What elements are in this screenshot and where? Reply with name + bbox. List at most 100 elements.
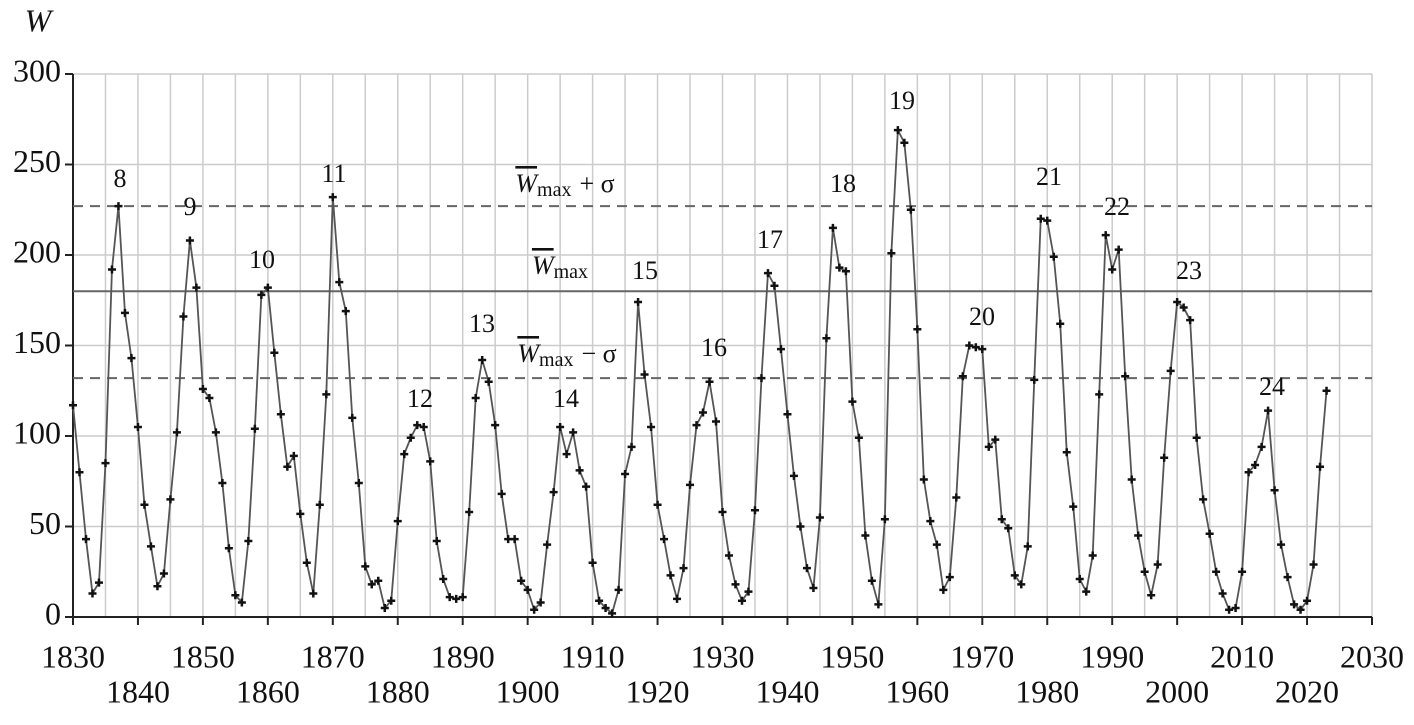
data-point [971,343,980,352]
data-point [315,500,324,509]
data-point [322,390,331,399]
data-point [393,517,402,526]
data-point [101,459,110,468]
data-point [724,551,733,560]
data-point [1010,571,1019,580]
data-point [815,513,824,522]
data-point [556,422,565,431]
data-point [88,589,97,598]
data-point [523,585,532,594]
x-tick-label: 1940 [755,673,819,709]
data-point [1069,502,1078,511]
data-point [354,479,363,488]
y-tick-label: 250 [13,143,61,179]
data-point [114,202,123,211]
data-point [458,593,467,602]
cycle-label: 12 [407,384,433,413]
data-point [913,325,922,334]
data-point [1082,587,1091,596]
data-point [361,562,370,571]
data-point [172,428,181,437]
data-point [634,298,643,307]
data-point [166,495,175,504]
data-point [1004,524,1013,533]
data-point [854,433,863,442]
cycle-label: 13 [469,309,495,338]
data-point [822,334,831,343]
data-point [296,509,305,518]
data-point [1147,591,1156,600]
x-tick-label: 1890 [431,638,495,674]
x-tick-label: 1870 [301,638,365,674]
data-point [1108,265,1117,274]
data-point [400,450,409,459]
data-point [75,468,84,477]
cycle-label: 16 [701,333,727,362]
data-point [452,594,461,603]
data-point [543,540,552,549]
x-tick-label: 2030 [1340,638,1404,674]
data-point [309,589,318,598]
data-point [770,281,779,290]
data-point [497,489,506,498]
data-point [1192,433,1201,442]
data-point [575,466,584,475]
data-point [582,482,591,491]
data-point [757,374,766,383]
suffix: − σ [581,339,616,368]
data-point [81,535,90,544]
cycle-label: 23 [1176,256,1202,285]
data-point [465,508,474,517]
data-point [367,580,376,589]
x-tick-label: 1980 [1015,673,1079,709]
x-tick-label: 1950 [820,638,884,674]
cycle-label: 15 [632,256,658,285]
data-point [835,263,844,272]
data-point [478,355,487,364]
data-point [1244,468,1253,477]
data-point [1296,605,1305,614]
data-point [744,587,753,596]
data-point [783,410,792,419]
data-point [198,384,207,393]
cycle-label: 20 [969,302,995,331]
x-tick-label: 2020 [1275,673,1339,709]
data-point [789,471,798,480]
data-point [432,536,441,545]
data-point [861,531,870,540]
data-point [1088,551,1097,560]
data-point [809,584,818,593]
cycle-label: 9 [184,192,197,221]
data-point [231,591,240,600]
data-point [374,576,383,585]
cycle-label: 19 [889,86,915,115]
data-point [1303,596,1312,605]
x-tick-label: 1970 [950,638,1014,674]
data-point [880,515,889,524]
data-point [211,428,220,437]
data-point [107,265,116,274]
data-point [952,493,961,502]
x-tick-label: 1850 [171,638,235,674]
data-point [530,605,539,614]
data-point [205,393,214,402]
data-point [601,603,610,612]
data-point [712,417,721,426]
data-point [763,269,772,278]
data-point [1075,574,1084,583]
x-tick-label: 1920 [626,673,690,709]
cycle-label: 11 [321,159,346,188]
data-point [562,450,571,459]
symbol: W [532,251,556,280]
data-point [906,205,915,214]
reference-label: Wmax [532,251,588,283]
data-point [919,475,928,484]
data-point [1231,603,1240,612]
data-point [1043,216,1052,225]
x-tick-label: 2010 [1210,638,1274,674]
data-point [1179,303,1188,312]
data-point [1101,231,1110,240]
y-axis-label: W [25,2,55,38]
data-point [348,413,357,422]
data-point [1023,542,1032,551]
